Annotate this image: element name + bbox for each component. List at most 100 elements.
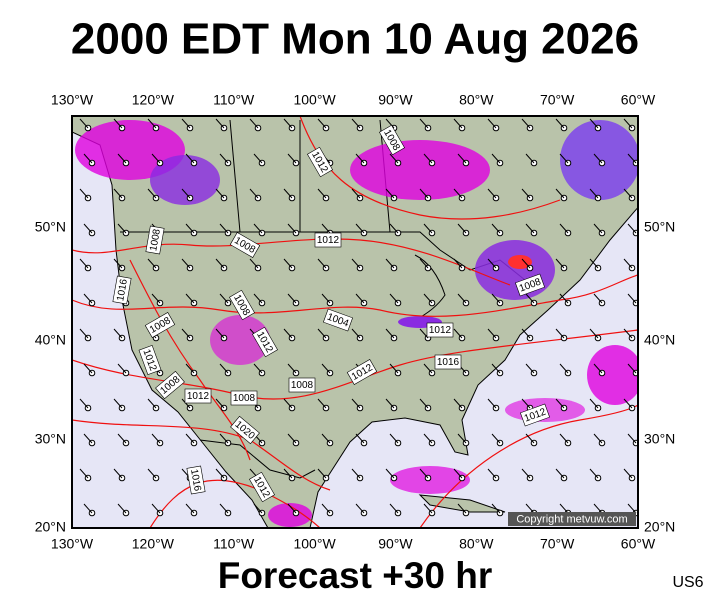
isobar-label-box <box>346 359 378 385</box>
wind-barb <box>151 503 161 514</box>
lat-label-right: 40°N <box>644 332 675 348</box>
isobar-label-box <box>155 370 185 400</box>
cuba <box>418 494 506 513</box>
wind-barb <box>623 468 633 479</box>
wind-barb <box>351 328 361 339</box>
wind-barb <box>419 258 429 269</box>
lon-label-top: 120°W <box>132 92 175 108</box>
isobar-label-box <box>249 471 275 503</box>
wind-barb <box>457 153 467 164</box>
wind-barb <box>419 118 429 129</box>
copyright: Copyright metvuw.com <box>516 513 627 525</box>
isobar-label-text: 1012 <box>187 391 210 402</box>
isobar-label: 1008 <box>230 390 258 406</box>
lon-label-bottom: 80°W <box>459 536 494 552</box>
wind-barb <box>593 433 603 444</box>
wind-barb <box>253 153 263 164</box>
wind-barb <box>491 223 501 234</box>
isobar-label-box <box>230 390 258 406</box>
isobar-label-box <box>379 124 405 156</box>
wind-barb <box>389 503 399 514</box>
lon-label-bottom: 130°W <box>51 536 94 552</box>
isobar-label: 1008 <box>288 377 316 393</box>
wind-barb <box>385 118 395 129</box>
wind-barb <box>525 293 535 304</box>
wind-barb <box>593 153 603 164</box>
wind-barb <box>79 328 89 339</box>
wind-barb <box>453 398 463 409</box>
lon-label-top: 110°W <box>213 92 255 108</box>
wind-barb <box>321 503 331 514</box>
lon-label-bottom: 60°W <box>621 536 656 552</box>
wind-barb <box>525 503 535 514</box>
wind-barb <box>453 468 463 479</box>
wind-barb <box>253 363 263 374</box>
wind-barb <box>117 153 127 164</box>
isobar-label-box <box>323 308 353 332</box>
wind-barb <box>215 468 225 479</box>
isobar-label: 1012 <box>184 388 212 404</box>
lat-label-left: 20°N <box>35 519 66 535</box>
wind-barb <box>525 433 535 444</box>
wind-barb <box>623 188 633 199</box>
wind-barb <box>287 503 297 514</box>
map-area <box>72 116 638 528</box>
wind-barb <box>117 223 127 234</box>
wind-barb <box>453 258 463 269</box>
wind-barb <box>215 398 225 409</box>
isobar-label-box <box>112 275 132 305</box>
lon-label-top: 130°W <box>51 92 94 108</box>
wind-barb <box>589 118 599 129</box>
isobar-label: 1016 <box>186 465 206 495</box>
wind-barb <box>147 468 157 479</box>
wind-barb <box>79 468 89 479</box>
wind-barb <box>419 328 429 339</box>
wind-barb <box>555 398 565 409</box>
wind-barb <box>487 118 497 129</box>
wind-barb <box>83 153 93 164</box>
wind-barb <box>79 188 89 199</box>
wind-barb <box>79 398 89 409</box>
wind-barb <box>491 433 501 444</box>
wind-barb <box>593 503 603 514</box>
lat-label-right: 20°N <box>644 519 675 535</box>
wind-barb <box>219 223 229 234</box>
wind-barb <box>317 328 327 339</box>
wind-barb <box>521 328 531 339</box>
wind-barb <box>423 223 433 234</box>
wind-barb <box>147 188 157 199</box>
lat-label-right: 50°N <box>644 219 675 235</box>
wind-barb <box>185 363 195 374</box>
lat-label-right: 30°N <box>644 431 675 447</box>
lat-label-left: 40°N <box>35 332 66 348</box>
wind-barb <box>423 433 433 444</box>
wind-barb <box>355 223 365 234</box>
wind-barb <box>623 328 633 339</box>
wind-barb <box>317 398 327 409</box>
wind-barb <box>487 258 497 269</box>
wind-barb <box>117 433 127 444</box>
wind-barb <box>423 293 433 304</box>
isobar-label-text: 1012 <box>429 325 452 336</box>
wind-barb <box>321 293 331 304</box>
wind-barb <box>623 258 633 269</box>
lon-label-bottom: 90°W <box>378 536 413 552</box>
wind-barb <box>151 153 161 164</box>
wind-barb <box>113 468 123 479</box>
wind-barb <box>185 223 195 234</box>
wind-barb <box>219 153 229 164</box>
wind-barb <box>253 293 263 304</box>
isobar-label-text: 1008 <box>291 380 314 391</box>
isobar-label-box <box>230 415 260 445</box>
wind-barb <box>147 258 157 269</box>
wind-barb <box>215 328 225 339</box>
wind-barb <box>457 433 467 444</box>
isobar-label: 1016 <box>434 354 462 370</box>
isobar-label: 1012 <box>520 403 550 427</box>
isobar-label-box <box>434 354 462 370</box>
isobar-label-text: 1016 <box>188 468 203 492</box>
wind-barb <box>627 153 637 164</box>
isobar-label: 1012 <box>426 322 454 338</box>
isobar-label-box <box>138 345 162 375</box>
lon-label-top: 60°W <box>621 92 656 108</box>
